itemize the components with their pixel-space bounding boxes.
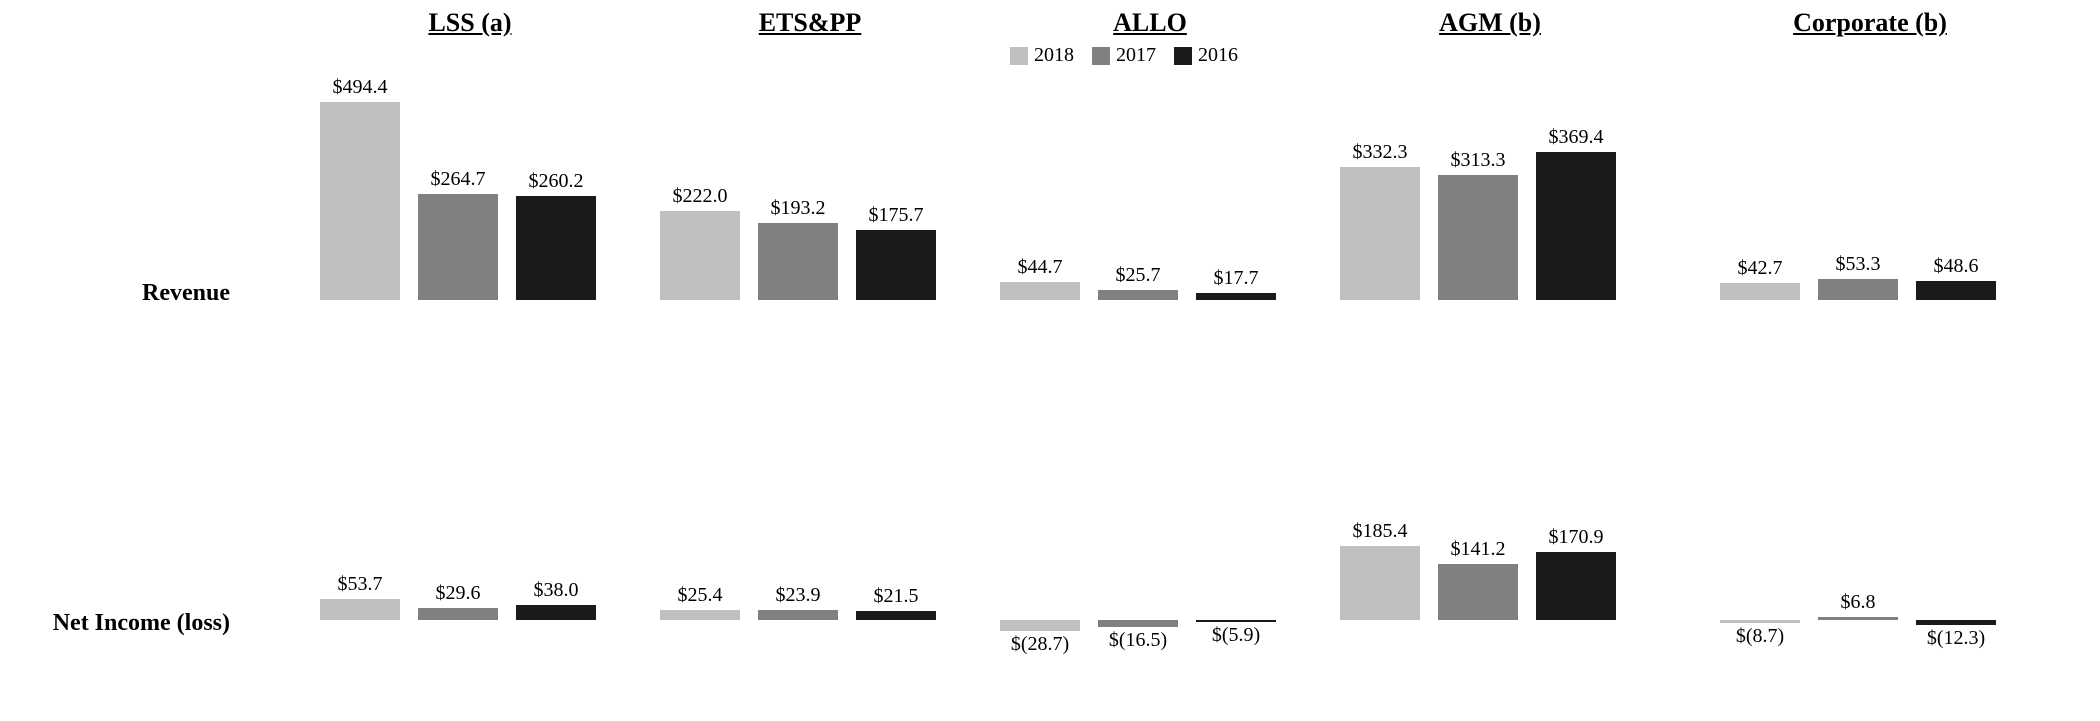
bar [660, 211, 740, 300]
bar-value-label: $38.0 [506, 579, 606, 602]
bar [1196, 620, 1276, 622]
bar [1818, 617, 1898, 620]
bar [758, 223, 838, 300]
legend-swatch [1010, 47, 1028, 65]
legend-item: 2017 [1092, 44, 1156, 67]
row-label: Net Income (loss) [10, 610, 230, 637]
bar-value-label: $25.4 [650, 584, 750, 607]
legend: 2018 2017 2016 [1010, 44, 1238, 67]
bar [1916, 620, 1996, 625]
bar [856, 230, 936, 300]
column-header: Corporate (b) [1700, 8, 2040, 38]
bar [1098, 290, 1178, 300]
bar-value-label: $141.2 [1428, 538, 1528, 561]
chart-grid: LSS (a)ETS&PPALLOAGM (b) Corporate (b) Rev… [0, 0, 2100, 721]
bar [1438, 564, 1518, 620]
bar-value-label: $185.4 [1330, 520, 1430, 543]
legend-swatch [1174, 47, 1192, 65]
chart-cell: $(28.7)$(16.5)$(5.9) [980, 390, 1320, 670]
bar [418, 608, 498, 620]
chart-cell: $25.4$23.9$21.5 [640, 390, 980, 670]
bar-value-label: $(16.5) [1088, 629, 1188, 652]
column-header: AGM (b) [1320, 8, 1660, 38]
bar [320, 599, 400, 620]
bar [1098, 620, 1178, 627]
bar [1720, 283, 1800, 300]
legend-item: 2018 [1010, 44, 1074, 67]
chart-cell: $332.3$313.3$369.4 [1320, 70, 1660, 350]
bar [1720, 620, 1800, 623]
bar [1536, 552, 1616, 620]
bar-value-label: $17.7 [1186, 267, 1286, 290]
bar-value-label: $313.3 [1428, 149, 1528, 172]
legend-item: 2016 [1174, 44, 1238, 67]
column-header: ETS&PP [640, 8, 980, 38]
bar [856, 611, 936, 620]
chart-cell: $44.7$25.7$17.7 [980, 70, 1320, 350]
bar [1196, 293, 1276, 300]
chart-cell: $53.7$29.6$38.0 [300, 390, 640, 670]
bar [1000, 282, 1080, 300]
chart-cell: $(8.7) $6.8 $(12.3) [1700, 390, 2040, 670]
bar-value-label: $(5.9) [1186, 624, 1286, 647]
bar [418, 194, 498, 300]
bar-value-label: $494.4 [310, 76, 410, 99]
bar [1340, 546, 1420, 620]
legend-label: 2018 [1034, 44, 1074, 67]
column-header: LSS (a) [300, 8, 640, 38]
chart-cell: $222.0$193.2$175.7 [640, 70, 980, 350]
bar-value-label: $21.5 [846, 585, 946, 608]
bar-value-label: $25.7 [1088, 264, 1188, 287]
legend-label: 2017 [1116, 44, 1156, 67]
chart-cell: $494.4 $264.7$260.2 [300, 70, 640, 350]
bar [516, 196, 596, 300]
bar-value-label: $6.8 [1808, 591, 1908, 614]
bar-value-label: $48.6 [1906, 255, 2006, 278]
column-header: ALLO [980, 8, 1320, 38]
bar [320, 102, 400, 300]
bar-value-label: $53.3 [1808, 253, 1908, 276]
bar [1818, 279, 1898, 300]
bar [660, 610, 740, 620]
bar-value-label: $332.3 [1330, 141, 1430, 164]
bar [1916, 281, 1996, 300]
bar [1536, 152, 1616, 300]
bar-value-label: $260.2 [506, 170, 606, 193]
legend-label: 2016 [1198, 44, 1238, 67]
bar-value-label: $(28.7) [990, 633, 1090, 656]
bar [758, 610, 838, 620]
bar-value-label: $(12.3) [1906, 627, 2006, 650]
bar-value-label: $170.9 [1526, 526, 1626, 549]
bar [1438, 175, 1518, 300]
bar-value-label: $23.9 [748, 584, 848, 607]
bar-value-label: $222.0 [650, 185, 750, 208]
bar-value-label: $53.7 [310, 573, 410, 596]
bar-value-label: $175.7 [846, 204, 946, 227]
bar-value-label: $42.7 [1710, 257, 1810, 280]
bar-value-label: $369.4 [1526, 126, 1626, 149]
bar-value-label: $29.6 [408, 582, 508, 605]
chart-cell: $185.4$141.2$170.9 [1320, 390, 1660, 670]
bar-value-label: $44.7 [990, 256, 1090, 279]
bar-value-label: $(8.7) [1710, 625, 1810, 648]
row-label: Revenue [10, 280, 230, 307]
chart-cell: $42.7$53.3$48.6 [1700, 70, 2040, 350]
bar [1000, 620, 1080, 631]
bar-value-label: $264.7 [408, 168, 508, 191]
bar [516, 605, 596, 620]
bar [1340, 167, 1420, 300]
bar-value-label: $193.2 [748, 197, 848, 220]
legend-swatch [1092, 47, 1110, 65]
